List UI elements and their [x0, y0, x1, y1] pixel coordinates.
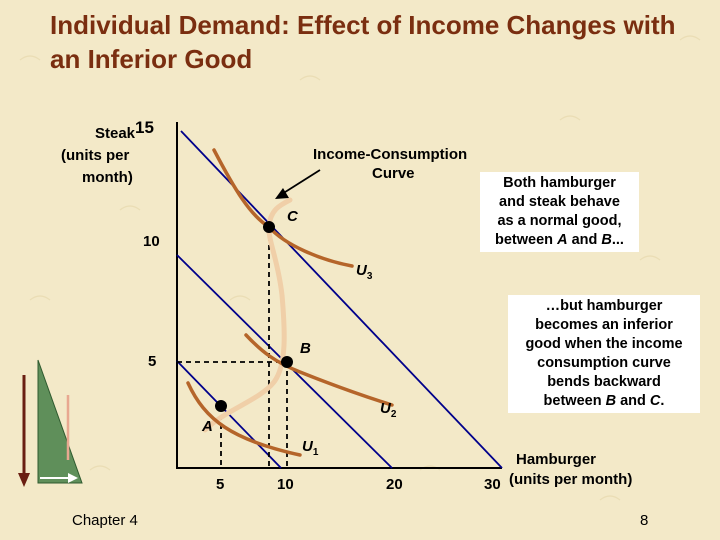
note2-l6-c: C: [649, 393, 661, 409]
indifference-curve-u1: [186, 381, 302, 457]
note1-line2: and steak behave: [499, 194, 620, 210]
page-number: 8: [640, 512, 649, 529]
note1-l4-pre: between: [495, 232, 558, 248]
u1-label: U1: [302, 438, 319, 458]
y-axis-label-line2: (units per: [61, 147, 130, 164]
page-title: Individual Demand: Effect of Income Chan…: [50, 10, 676, 74]
y-axis-label-line3: month): [82, 169, 133, 186]
point-a-marker: [215, 400, 227, 412]
x-tick-20: 20: [386, 476, 403, 493]
u3-label: U3: [356, 262, 373, 282]
indifference-curve-u2: [244, 333, 394, 407]
point-c-label: C: [287, 208, 298, 225]
note1-line4: between A and B...: [484, 231, 635, 250]
y-tick-5: 5: [148, 353, 157, 370]
note2-line3: good when the income: [525, 336, 683, 352]
x-axis-label-line1: Hamburger: [516, 451, 597, 468]
inferior-good-note: …but hamburger becomes an inferior good …: [508, 295, 700, 413]
note2-line4: consumption curve: [537, 355, 671, 371]
note2-l6-mid: and: [616, 393, 650, 409]
x-tick-10: 10: [277, 476, 294, 493]
note1-line1: Both hamburger: [503, 175, 616, 191]
u1-subscript: 1: [312, 447, 319, 458]
icc-arrow-head: [275, 188, 289, 199]
income-consumption-curve: [202, 197, 293, 433]
note2-line1: …but hamburger: [545, 298, 663, 314]
decorative-triangle-icon: [18, 359, 83, 487]
note1-l4-mid: and: [567, 232, 602, 248]
u3-letter: U: [356, 262, 367, 279]
note1-l4-a: A: [557, 232, 568, 248]
indifference-curve-u3: [212, 148, 354, 268]
u2-letter: U: [380, 400, 391, 417]
note2-line2: becomes an inferior: [535, 317, 673, 333]
u2-label: U2: [380, 400, 397, 420]
y-axis-label-line1: Steak: [95, 125, 136, 142]
point-c-marker: [263, 221, 275, 233]
u3-subscript: 3: [366, 271, 373, 282]
y-tick-15: 15: [135, 118, 154, 137]
note2-l6-b: B: [605, 393, 617, 409]
note2-l6-pre: between: [543, 393, 606, 409]
point-b-marker: [281, 356, 293, 368]
point-b-label: B: [300, 340, 311, 357]
icc-label-line2: Curve: [372, 165, 415, 182]
x-tick-5: 5: [216, 476, 225, 493]
note1-l4-b: B: [601, 232, 612, 248]
note2-line6: between B and C.: [512, 392, 696, 411]
normal-good-note: Both hamburger and steak behave as a nor…: [480, 172, 639, 252]
note1-line3: as a normal good,: [497, 213, 622, 229]
icc-arrow-line: [281, 169, 321, 195]
note1-l4-post: ...: [611, 232, 624, 248]
u2-subscript: 2: [390, 409, 397, 420]
y-tick-10: 10: [143, 233, 160, 250]
x-tick-30: 30: [484, 476, 501, 493]
y-axis-label: Steak15: [95, 118, 154, 143]
point-a-label: A: [202, 418, 213, 435]
x-axis-label-line2: (units per month): [509, 471, 633, 488]
note2-line5: bends backward: [547, 374, 661, 390]
icc-label-line1: Income-Consumption: [313, 146, 468, 163]
chapter-label: Chapter 4: [72, 512, 138, 529]
note2-l6-post: .: [660, 393, 665, 409]
u1-letter: U: [302, 438, 313, 455]
